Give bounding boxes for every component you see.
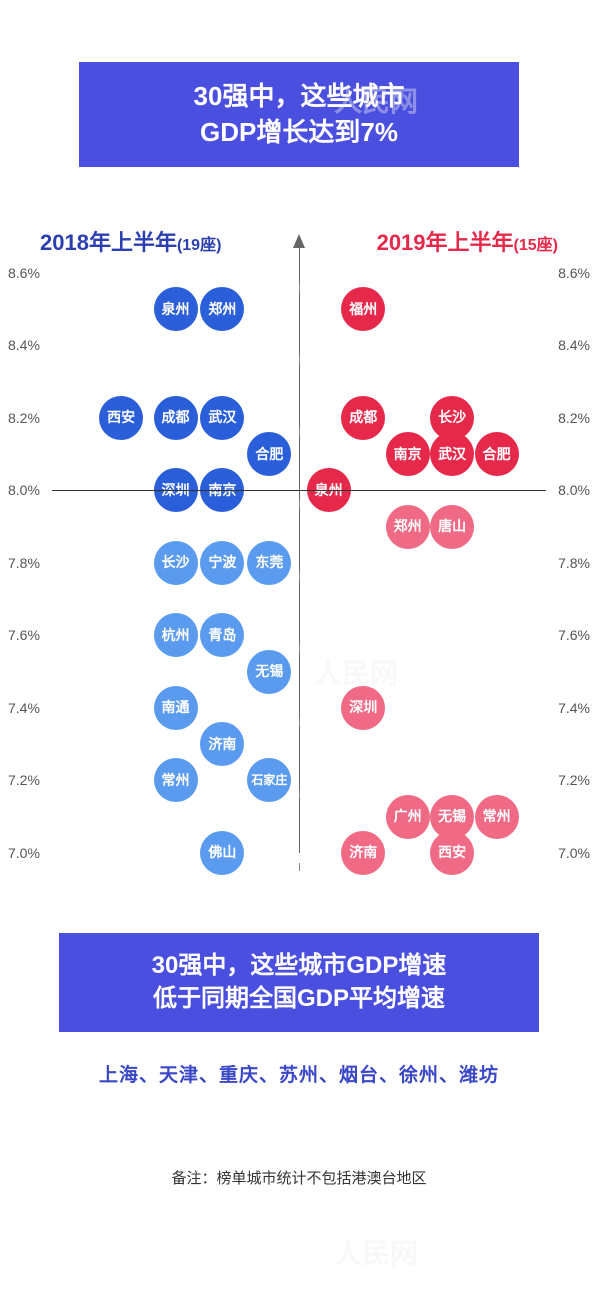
- city-bubble: 泉州: [154, 287, 198, 331]
- city-bubble: 成都: [154, 396, 198, 440]
- city-bubble: 青岛: [200, 613, 244, 657]
- banner-top: 30强中，这些城市 GDP增长达到7%: [79, 62, 519, 167]
- col-header-2019: 2019年上半年(15座): [377, 225, 558, 257]
- city-bubble: 石家庄: [247, 758, 291, 802]
- axis-tick: [299, 428, 300, 436]
- below-average-city-list: 上海、天津、重庆、苏州、烟台、徐州、潍坊: [0, 1060, 598, 1087]
- city-bubble: 南通: [154, 686, 198, 730]
- footnote: 备注：榜单城市统计不包括港澳台地区: [0, 1167, 598, 1188]
- y-axis-label-right: 7.4%: [558, 700, 590, 716]
- y-axis-label-right: 8.4%: [558, 337, 590, 353]
- city-bubble: 唐山: [430, 505, 474, 549]
- col-header-left-sub: (19座): [177, 237, 221, 254]
- city-bubble: 宁波: [200, 541, 244, 585]
- city-bubble: 常州: [154, 758, 198, 802]
- banner-top-line2: GDP增长达到7%: [89, 114, 509, 150]
- y-axis-label-left: 7.0%: [8, 845, 40, 861]
- banner-bottom: 30强中，这些城市GDP增速 低于同期全国GDP平均增速: [59, 933, 539, 1032]
- axis-tick: [299, 355, 300, 363]
- city-bubble: 长沙: [154, 541, 198, 585]
- chart-plot-area: 泉州郑州西安成都武汉合肥深圳南京长沙宁波东莞杭州青岛无锡南通济南常州石家庄佛山福…: [52, 273, 546, 853]
- y-axis-label-left: 7.6%: [8, 627, 40, 643]
- city-bubble: 东莞: [247, 541, 291, 585]
- city-bubble: 郑州: [386, 505, 430, 549]
- y-axis-label-left: 8.4%: [8, 337, 40, 353]
- city-bubble: 深圳: [341, 686, 385, 730]
- y-axis-label-right: 7.8%: [558, 555, 590, 571]
- city-bubble: 西安: [99, 396, 143, 440]
- center-axis-line: [299, 247, 300, 853]
- col-header-2018: 2018年上半年(19座): [40, 225, 221, 257]
- city-bubble: 合肥: [475, 432, 519, 476]
- y-axis-label-left: 8.0%: [8, 482, 40, 498]
- y-axis-label-right: 8.6%: [558, 265, 590, 281]
- city-bubble: 合肥: [247, 432, 291, 476]
- axis-tick: [299, 500, 300, 508]
- axis-tick: [299, 863, 300, 871]
- city-bubble: 西安: [430, 831, 474, 875]
- y-axis-label-right: 8.2%: [558, 410, 590, 426]
- y-axis-label-left: 7.2%: [8, 772, 40, 788]
- axis-arrow-icon: [293, 234, 305, 248]
- baseline-8pct: [52, 490, 546, 491]
- city-bubble: 无锡: [247, 650, 291, 694]
- banner-bottom-line2: 低于同期全国GDP平均增速: [69, 982, 529, 1016]
- arrow-container: [292, 234, 306, 248]
- city-bubble: 武汉: [200, 396, 244, 440]
- city-bubble: 佛山: [200, 831, 244, 875]
- watermark: 人民网: [334, 1232, 418, 1272]
- y-axis-label-right: 8.0%: [558, 482, 590, 498]
- banner-top-line1: 30强中，这些城市: [89, 78, 509, 114]
- axis-tick: [299, 790, 300, 798]
- y-axis-label-right: 7.2%: [558, 772, 590, 788]
- col-header-right-main: 2019年上半年: [377, 230, 514, 255]
- city-bubble: 郑州: [200, 287, 244, 331]
- axis-tick: [299, 573, 300, 581]
- city-bubble: 广州: [386, 795, 430, 839]
- y-axis-label-right: 7.6%: [558, 627, 590, 643]
- y-axis-label-left: 8.2%: [8, 410, 40, 426]
- y-axis-label-left: 7.4%: [8, 700, 40, 716]
- city-bubble: 济南: [341, 831, 385, 875]
- city-bubble: 武汉: [430, 432, 474, 476]
- y-axis-label-right: 7.0%: [558, 845, 590, 861]
- city-bubble: 成都: [341, 396, 385, 440]
- axis-tick: [299, 718, 300, 726]
- col-header-right-sub: (15座): [514, 237, 558, 254]
- city-bubble: 杭州: [154, 613, 198, 657]
- city-bubble: 常州: [475, 795, 519, 839]
- y-axis-label-left: 8.6%: [8, 265, 40, 281]
- city-bubble: 南京: [386, 432, 430, 476]
- axis-tick: [299, 645, 300, 653]
- col-header-left-main: 2018年上半年: [40, 230, 177, 255]
- banner-bottom-line1: 30强中，这些城市GDP增速: [69, 949, 529, 983]
- city-bubble: 济南: [200, 722, 244, 766]
- gdp-growth-chart: 泉州郑州西安成都武汉合肥深圳南京长沙宁波东莞杭州青岛无锡南通济南常州石家庄佛山福…: [0, 263, 598, 863]
- city-bubble: 福州: [341, 287, 385, 331]
- y-axis-label-left: 7.8%: [8, 555, 40, 571]
- axis-tick: [299, 283, 300, 291]
